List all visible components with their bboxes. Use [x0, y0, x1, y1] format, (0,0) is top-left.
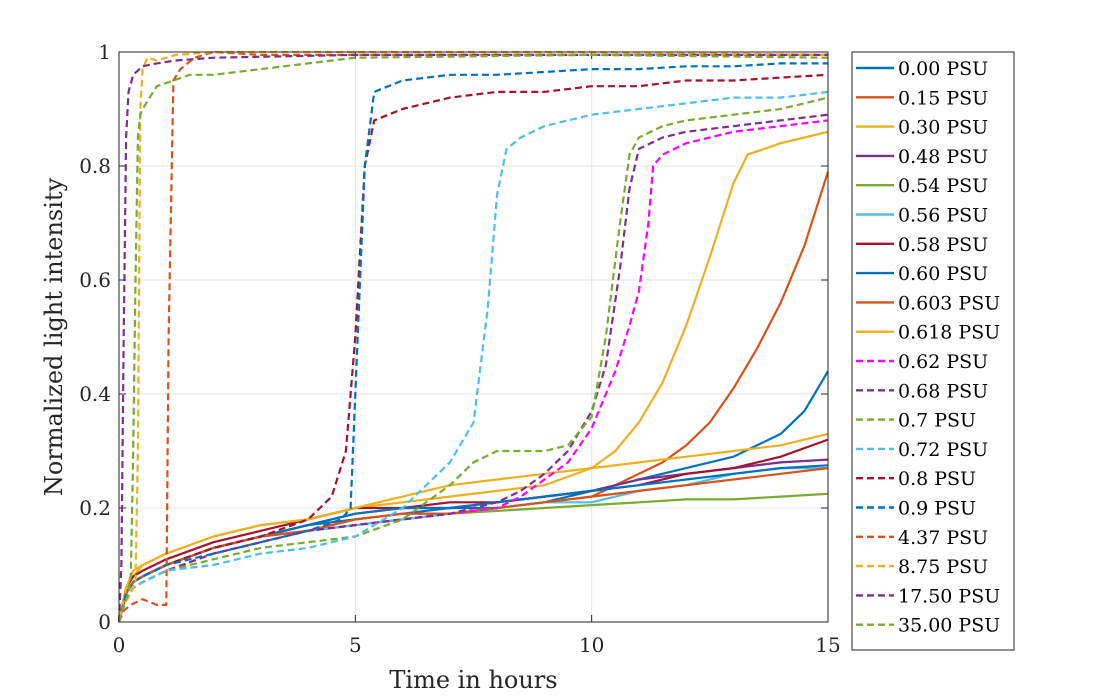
- series-line-12: [117, 96, 829, 623]
- series-line-3: [117, 458, 829, 623]
- grid: [118, 51, 829, 623]
- legend-label: 0.60 PSU: [898, 263, 988, 285]
- y-tick-label: 1: [98, 40, 111, 64]
- axes: [118, 51, 829, 623]
- y-axis-label: Normalized light intensity: [40, 177, 68, 496]
- series-line-9: [117, 432, 829, 623]
- legend-label: 17.50 PSU: [898, 585, 1000, 607]
- series-line-7: [117, 464, 829, 623]
- legend: 0.00 PSU 0.15 PSU 0.30 PSU 0.48 PSU 0.54 PSU…: [851, 51, 1015, 651]
- series-line-1: [117, 171, 830, 623]
- y-tick-label: 0.2: [79, 496, 111, 520]
- x-axis-label: Time in hours: [389, 666, 557, 694]
- legend-label: 0.618 PSU: [898, 322, 1000, 344]
- legend-label: 4.37 PSU: [898, 527, 988, 549]
- series-line-8: [117, 467, 829, 623]
- y-tick-label: 0: [98, 610, 111, 634]
- x-tick-label: 15: [815, 633, 840, 657]
- tick-labels: 0 5 10 15 0 0.2 0.4 0.6 0.8 1: [79, 40, 841, 657]
- legend-box: [851, 51, 1015, 651]
- series-line-15: [117, 62, 828, 623]
- series-line-0: [117, 370, 829, 623]
- legend-label: 0.48 PSU: [898, 146, 988, 168]
- series-line-19: [117, 53, 829, 623]
- x-tick-label: 5: [349, 633, 362, 657]
- legend-label: 0.58 PSU: [898, 234, 988, 256]
- series-line-2: [117, 130, 829, 623]
- legend-label: 0.30 PSU: [898, 117, 988, 139]
- legend-label: 0.8 PSU: [898, 468, 976, 490]
- series-line-6: [117, 438, 829, 623]
- series-line-10: [117, 119, 829, 623]
- legend-label: 0.15 PSU: [898, 87, 988, 109]
- legend-label: 0.00 PSU: [898, 58, 988, 80]
- series-line-4: [117, 492, 829, 623]
- x-tick-label: 0: [113, 633, 126, 657]
- plot-frame: [118, 51, 829, 623]
- legend-label: 0.62 PSU: [898, 351, 988, 373]
- y-tick-label: 0.8: [79, 154, 111, 178]
- legend-label: 35.00 PSU: [898, 615, 1000, 637]
- series-lines: [117, 50, 830, 623]
- legend-label: 0.54 PSU: [898, 175, 988, 197]
- legend-label: 0.72 PSU: [898, 439, 988, 461]
- series-line-17: [117, 50, 829, 623]
- legend-label: 0.68 PSU: [898, 380, 988, 402]
- x-tick-label: 10: [579, 633, 604, 657]
- y-tick-label: 0.6: [79, 268, 111, 292]
- legend-label: 8.75 PSU: [898, 556, 988, 578]
- series-line-11: [117, 113, 829, 623]
- legend-label: 0.9 PSU: [898, 498, 976, 520]
- series-line-13: [117, 90, 829, 623]
- legend-label: 0.56 PSU: [898, 205, 988, 227]
- legend-label: 0.603 PSU: [898, 292, 1000, 314]
- y-tick-label: 0.4: [79, 382, 111, 406]
- series-line-16: [117, 50, 828, 623]
- series-line-18: [117, 53, 828, 623]
- legend-label: 0.7 PSU: [898, 410, 976, 432]
